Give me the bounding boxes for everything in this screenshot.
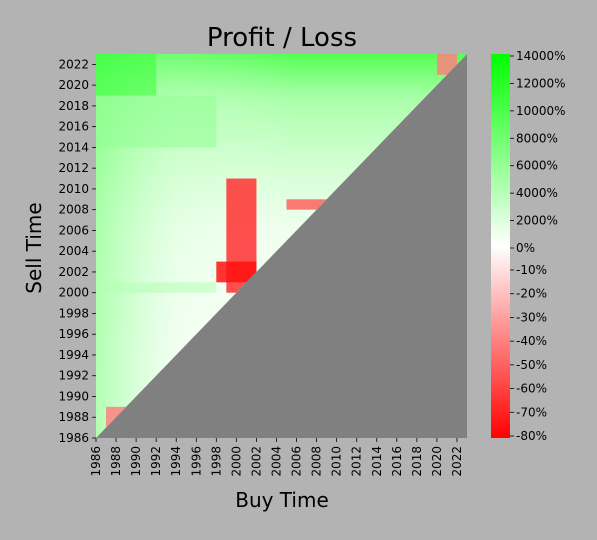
y-tick-label: 1990: [58, 389, 89, 403]
x-tick-label: 2014: [370, 446, 384, 477]
colorbar-tick-label: -80%: [516, 429, 547, 443]
x-tick-label: 2018: [410, 446, 424, 477]
y-tick-label: 2008: [58, 203, 89, 217]
x-tick-label: 1986: [89, 446, 103, 477]
y-tick-label: 1992: [58, 369, 89, 383]
heatmap-cell: [216, 261, 257, 283]
x-tick-label: 2008: [310, 446, 324, 477]
colorbar-ticks: 14000% 12000% 10000% 8000% 6000% 4000% 2000% 0%…: [510, 49, 566, 443]
y-tick-label: 2020: [58, 78, 89, 92]
colorbar-tick-label: 2000%: [516, 214, 558, 228]
colorbar-tick-label: -60%: [516, 382, 547, 396]
colorbar-tick-label: -70%: [516, 405, 547, 419]
colorbar-tick-label: -20%: [516, 287, 547, 301]
x-tick-label: 2022: [450, 446, 464, 477]
y-tick-label: 2022: [58, 57, 89, 71]
y-tick-label: 2018: [58, 99, 89, 113]
x-tick-label: 2006: [290, 446, 304, 477]
x-tick-label: 1992: [149, 446, 163, 477]
colorbar-tick-label: 10000%: [516, 104, 566, 118]
x-tick-label: 2020: [430, 446, 444, 477]
colorbar-tick-label: 14000%: [516, 49, 566, 63]
colorbar-tick-label: -10%: [516, 263, 547, 277]
x-axis-label: Buy Time: [235, 488, 329, 512]
x-tick-label: 2004: [269, 446, 283, 477]
y-tick-label: 2010: [58, 182, 89, 196]
y-axis: 1986 1988 1990 1992 1994 1996 1998 2000 2002 2004…: [58, 57, 96, 445]
colorbar-tick-label: -30%: [516, 310, 547, 324]
heatmap-cell: [96, 95, 217, 148]
y-tick-label: 2006: [58, 223, 89, 237]
x-tick-label: 1994: [169, 446, 183, 477]
heatmap-cell: [96, 282, 217, 293]
y-tick-label: 2000: [58, 286, 89, 300]
heatmap-cell: [286, 199, 327, 210]
heatmap-cell: [96, 54, 157, 96]
y-tick-label: 2014: [58, 140, 89, 154]
colorbar: 14000% 12000% 10000% 8000% 6000% 4000% 2000% 0%…: [491, 49, 566, 443]
colorbar-tick-label: -40%: [516, 334, 547, 348]
x-tick-label: 1996: [189, 446, 203, 477]
colorbar-tick-label: 6000%: [516, 159, 558, 173]
y-tick-label: 1998: [58, 306, 89, 320]
x-tick-label: 2016: [390, 446, 404, 477]
colorbar-tick-label: 4000%: [516, 186, 558, 200]
colorbar-tick-label: 8000%: [516, 131, 558, 145]
colorbar-tick-label: -50%: [516, 358, 547, 372]
x-axis: 1986 1988 1990 1992 1994 1996 1998 2000 2002 2004…: [89, 438, 464, 477]
x-tick-label: 1990: [129, 446, 143, 477]
x-tick-label: 2000: [229, 446, 243, 477]
undefined-region: [96, 54, 467, 438]
y-tick-label: 1988: [58, 410, 89, 424]
x-tick-label: 2010: [330, 446, 344, 477]
y-tick-label: 1996: [58, 327, 89, 341]
y-tick-label: 1994: [58, 348, 89, 362]
y-tick-label: 2002: [58, 265, 89, 279]
x-tick-label: 1998: [209, 446, 223, 477]
y-axis-label: Sell Time: [22, 202, 46, 293]
colorbar-tick-label: 0%: [516, 241, 535, 255]
heatmap-cell: [436, 54, 457, 75]
colorbar-tick-label: 12000%: [516, 76, 566, 90]
chart-title: Profit / Loss: [207, 23, 357, 53]
colorbar-bar: [491, 54, 510, 438]
plot-area: [96, 54, 467, 438]
heatmap-regions: [96, 54, 457, 428]
y-tick-label: 1986: [58, 431, 89, 445]
y-tick-label: 2012: [58, 161, 89, 175]
x-tick-label: 2002: [249, 446, 263, 477]
x-tick-label: 1988: [109, 446, 123, 477]
y-tick-label: 2016: [58, 120, 89, 134]
x-tick-label: 2012: [350, 446, 364, 477]
y-tick-label: 2004: [58, 244, 89, 258]
